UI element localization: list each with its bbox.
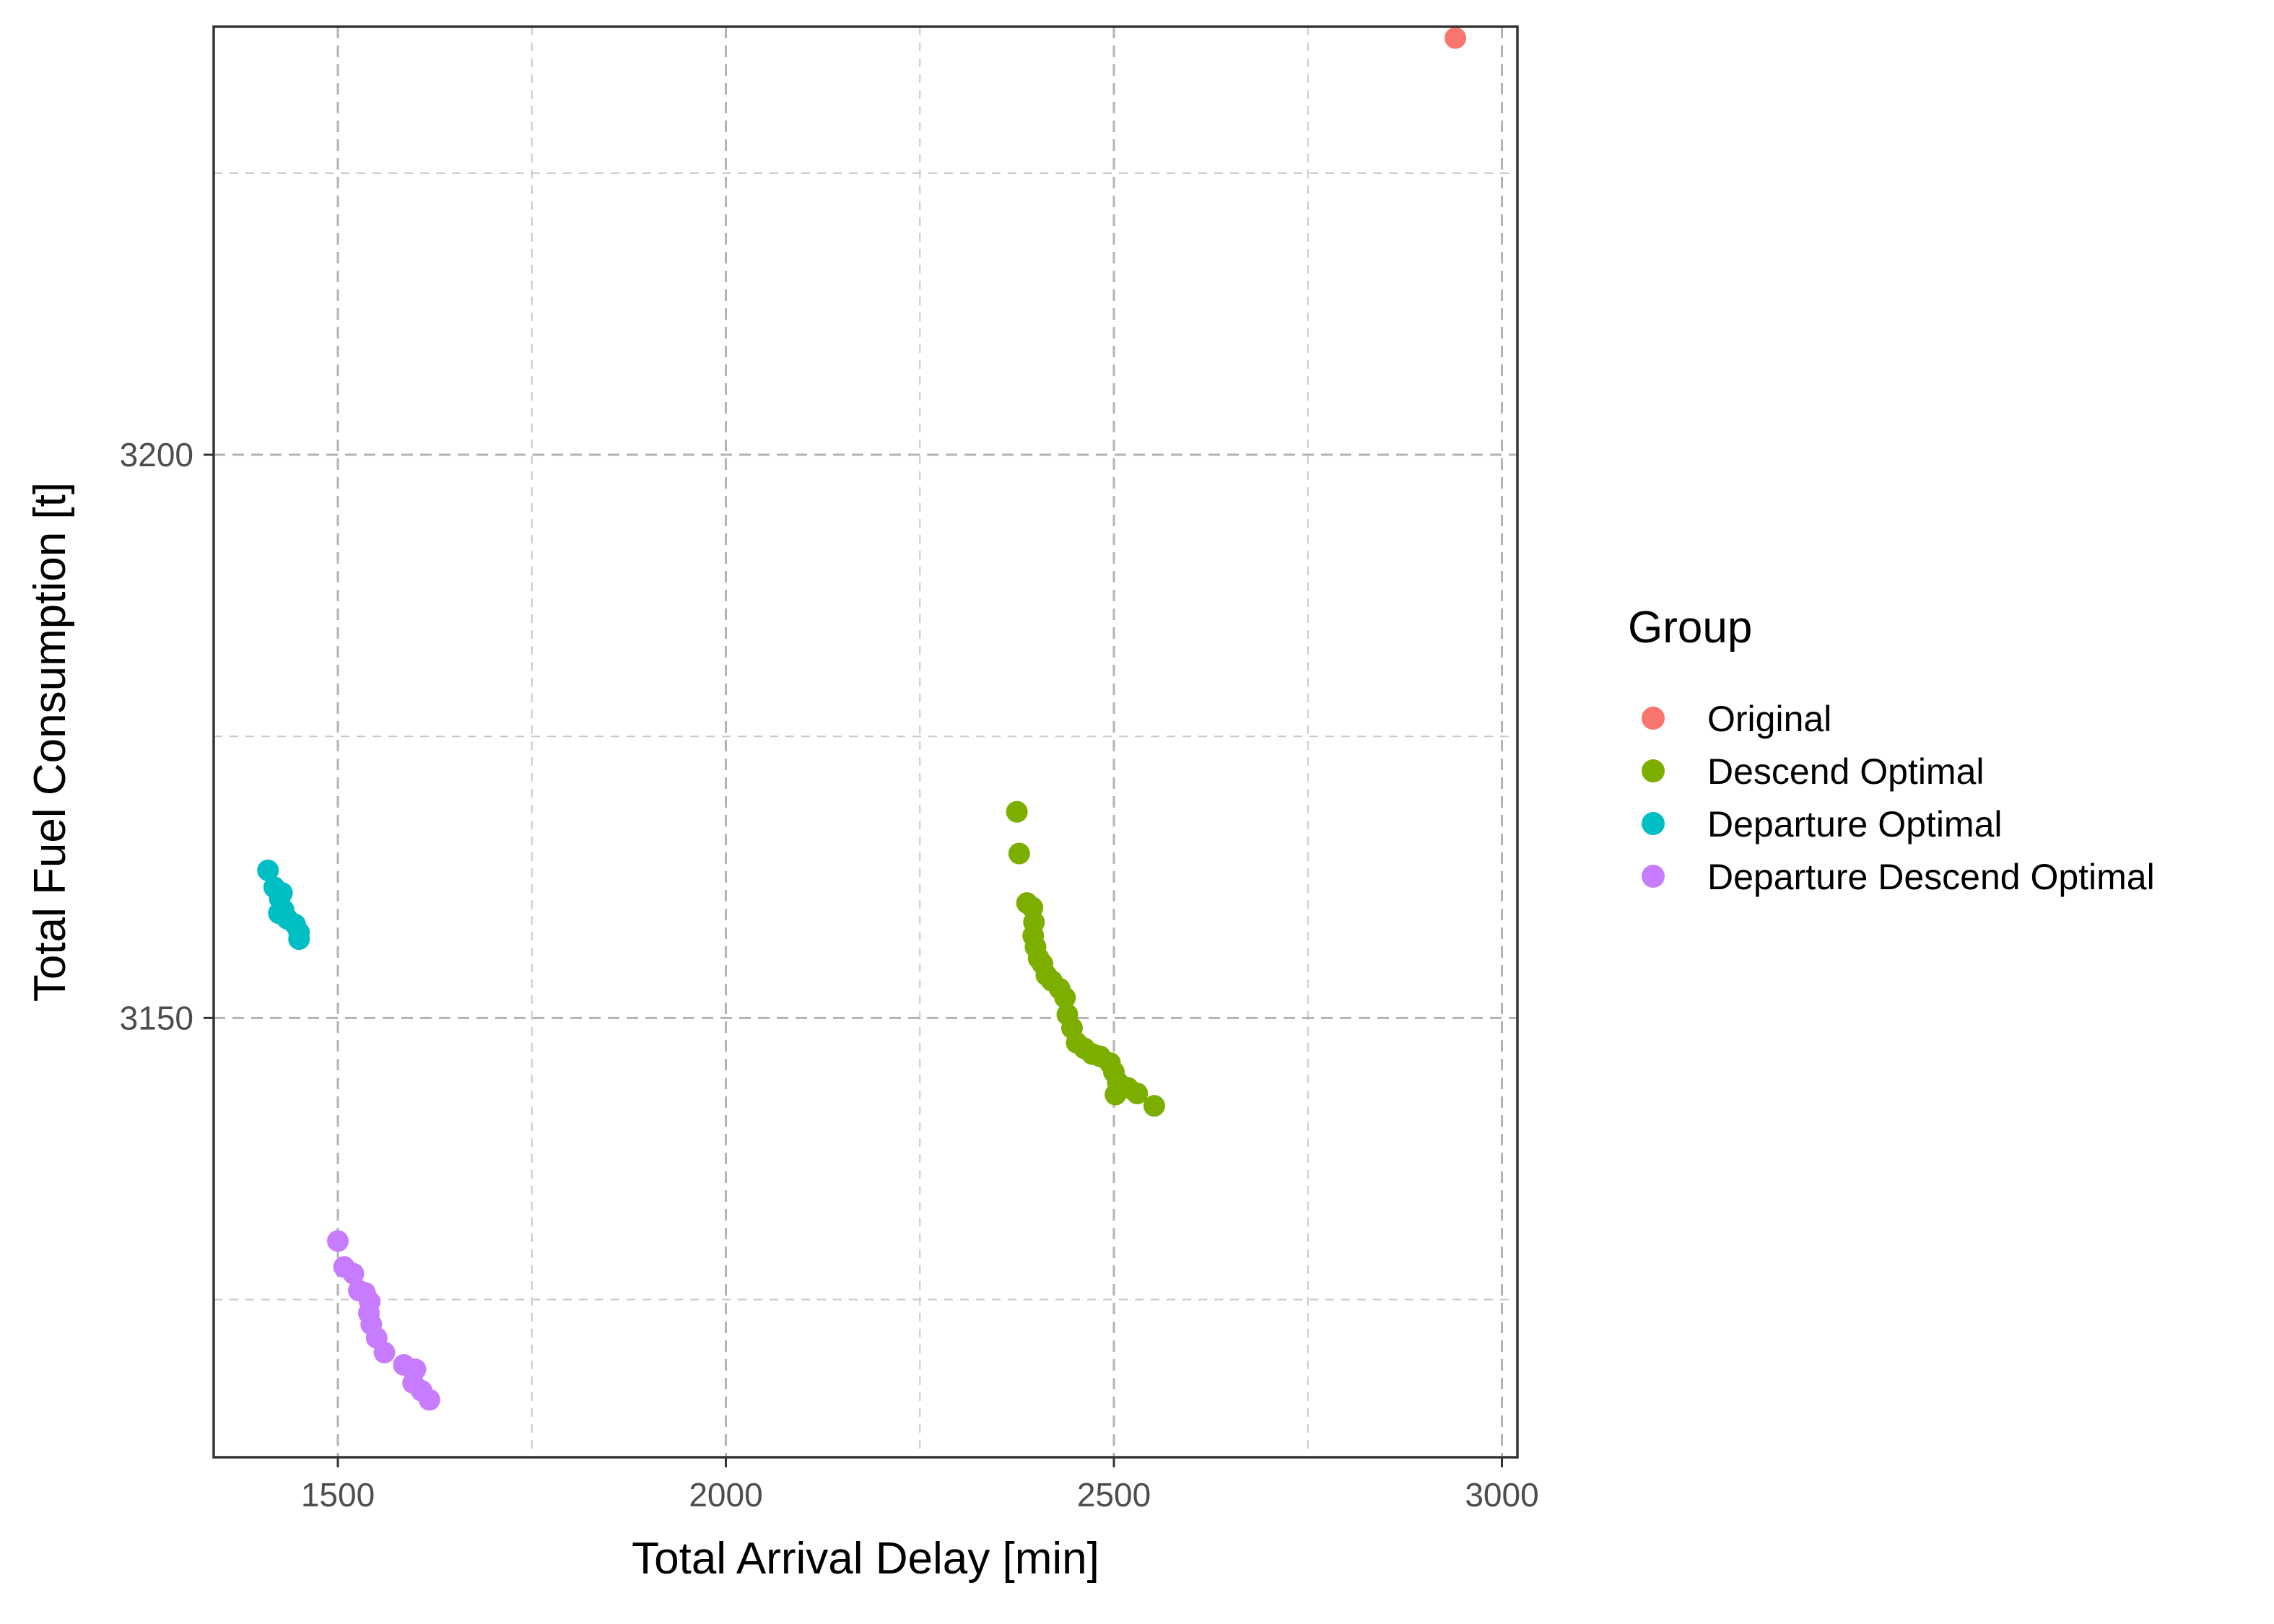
panel-border [212,25,1519,1459]
axis-tick-labels: 1500 2000 2500 3000 3150 3200 [120,436,1539,1514]
grid [214,27,1517,1457]
legend-item: Departure Descend Optimal [1642,857,2155,897]
data-point [1445,27,1466,49]
data-point [1006,800,1028,823]
y-tick-label: 3150 [120,999,193,1036]
data-point [1054,987,1076,1009]
legend-item: Original [1642,699,1831,739]
legend-key [1642,759,1665,782]
data-point [327,1230,349,1252]
data-point [1105,1083,1127,1106]
x-axis-title: Total Arrival Delay [min] [632,1534,1099,1584]
data-points [257,27,1466,1411]
legend-label: Departure Optimal [1707,804,2003,844]
legend-item: Departure Optimal [1642,804,2003,844]
data-point [257,859,279,881]
legend-label: Descend Optimal [1707,751,1985,792]
data-point [288,928,310,951]
y-axis-title: Total Fuel Consumption [t] [25,482,75,1002]
data-point [342,1262,365,1285]
series-descend-optimal [1006,800,1165,1117]
data-point [1008,842,1030,865]
legend-key [1642,812,1665,835]
y-tick-label: 3200 [120,436,193,473]
legend-items: Original Descend Optimal Departure Optimal… [1642,699,2155,897]
legend: Group Original Descend Optimal Departure O… [1628,603,2155,897]
legend-label: Departure Descend Optimal [1707,857,2155,897]
data-point [1126,1082,1149,1104]
series-departure-optimal [257,859,310,951]
data-point [373,1341,396,1363]
legend-label: Original [1707,699,1831,739]
x-tick-label: 1500 [301,1476,375,1514]
data-point [418,1389,440,1411]
legend-title: Group [1628,603,1752,652]
legend-key [1642,865,1665,888]
series-original [1445,27,1466,49]
data-point [1143,1095,1165,1117]
series-departure-descend-optimal [327,1230,440,1411]
legend-item: Descend Optimal [1642,751,1985,792]
x-tick-label: 3000 [1465,1476,1538,1514]
x-tick-label: 2000 [689,1476,762,1514]
x-tick-label: 2500 [1077,1476,1151,1514]
axis-ticks [204,453,1503,1467]
legend-key [1642,707,1665,730]
